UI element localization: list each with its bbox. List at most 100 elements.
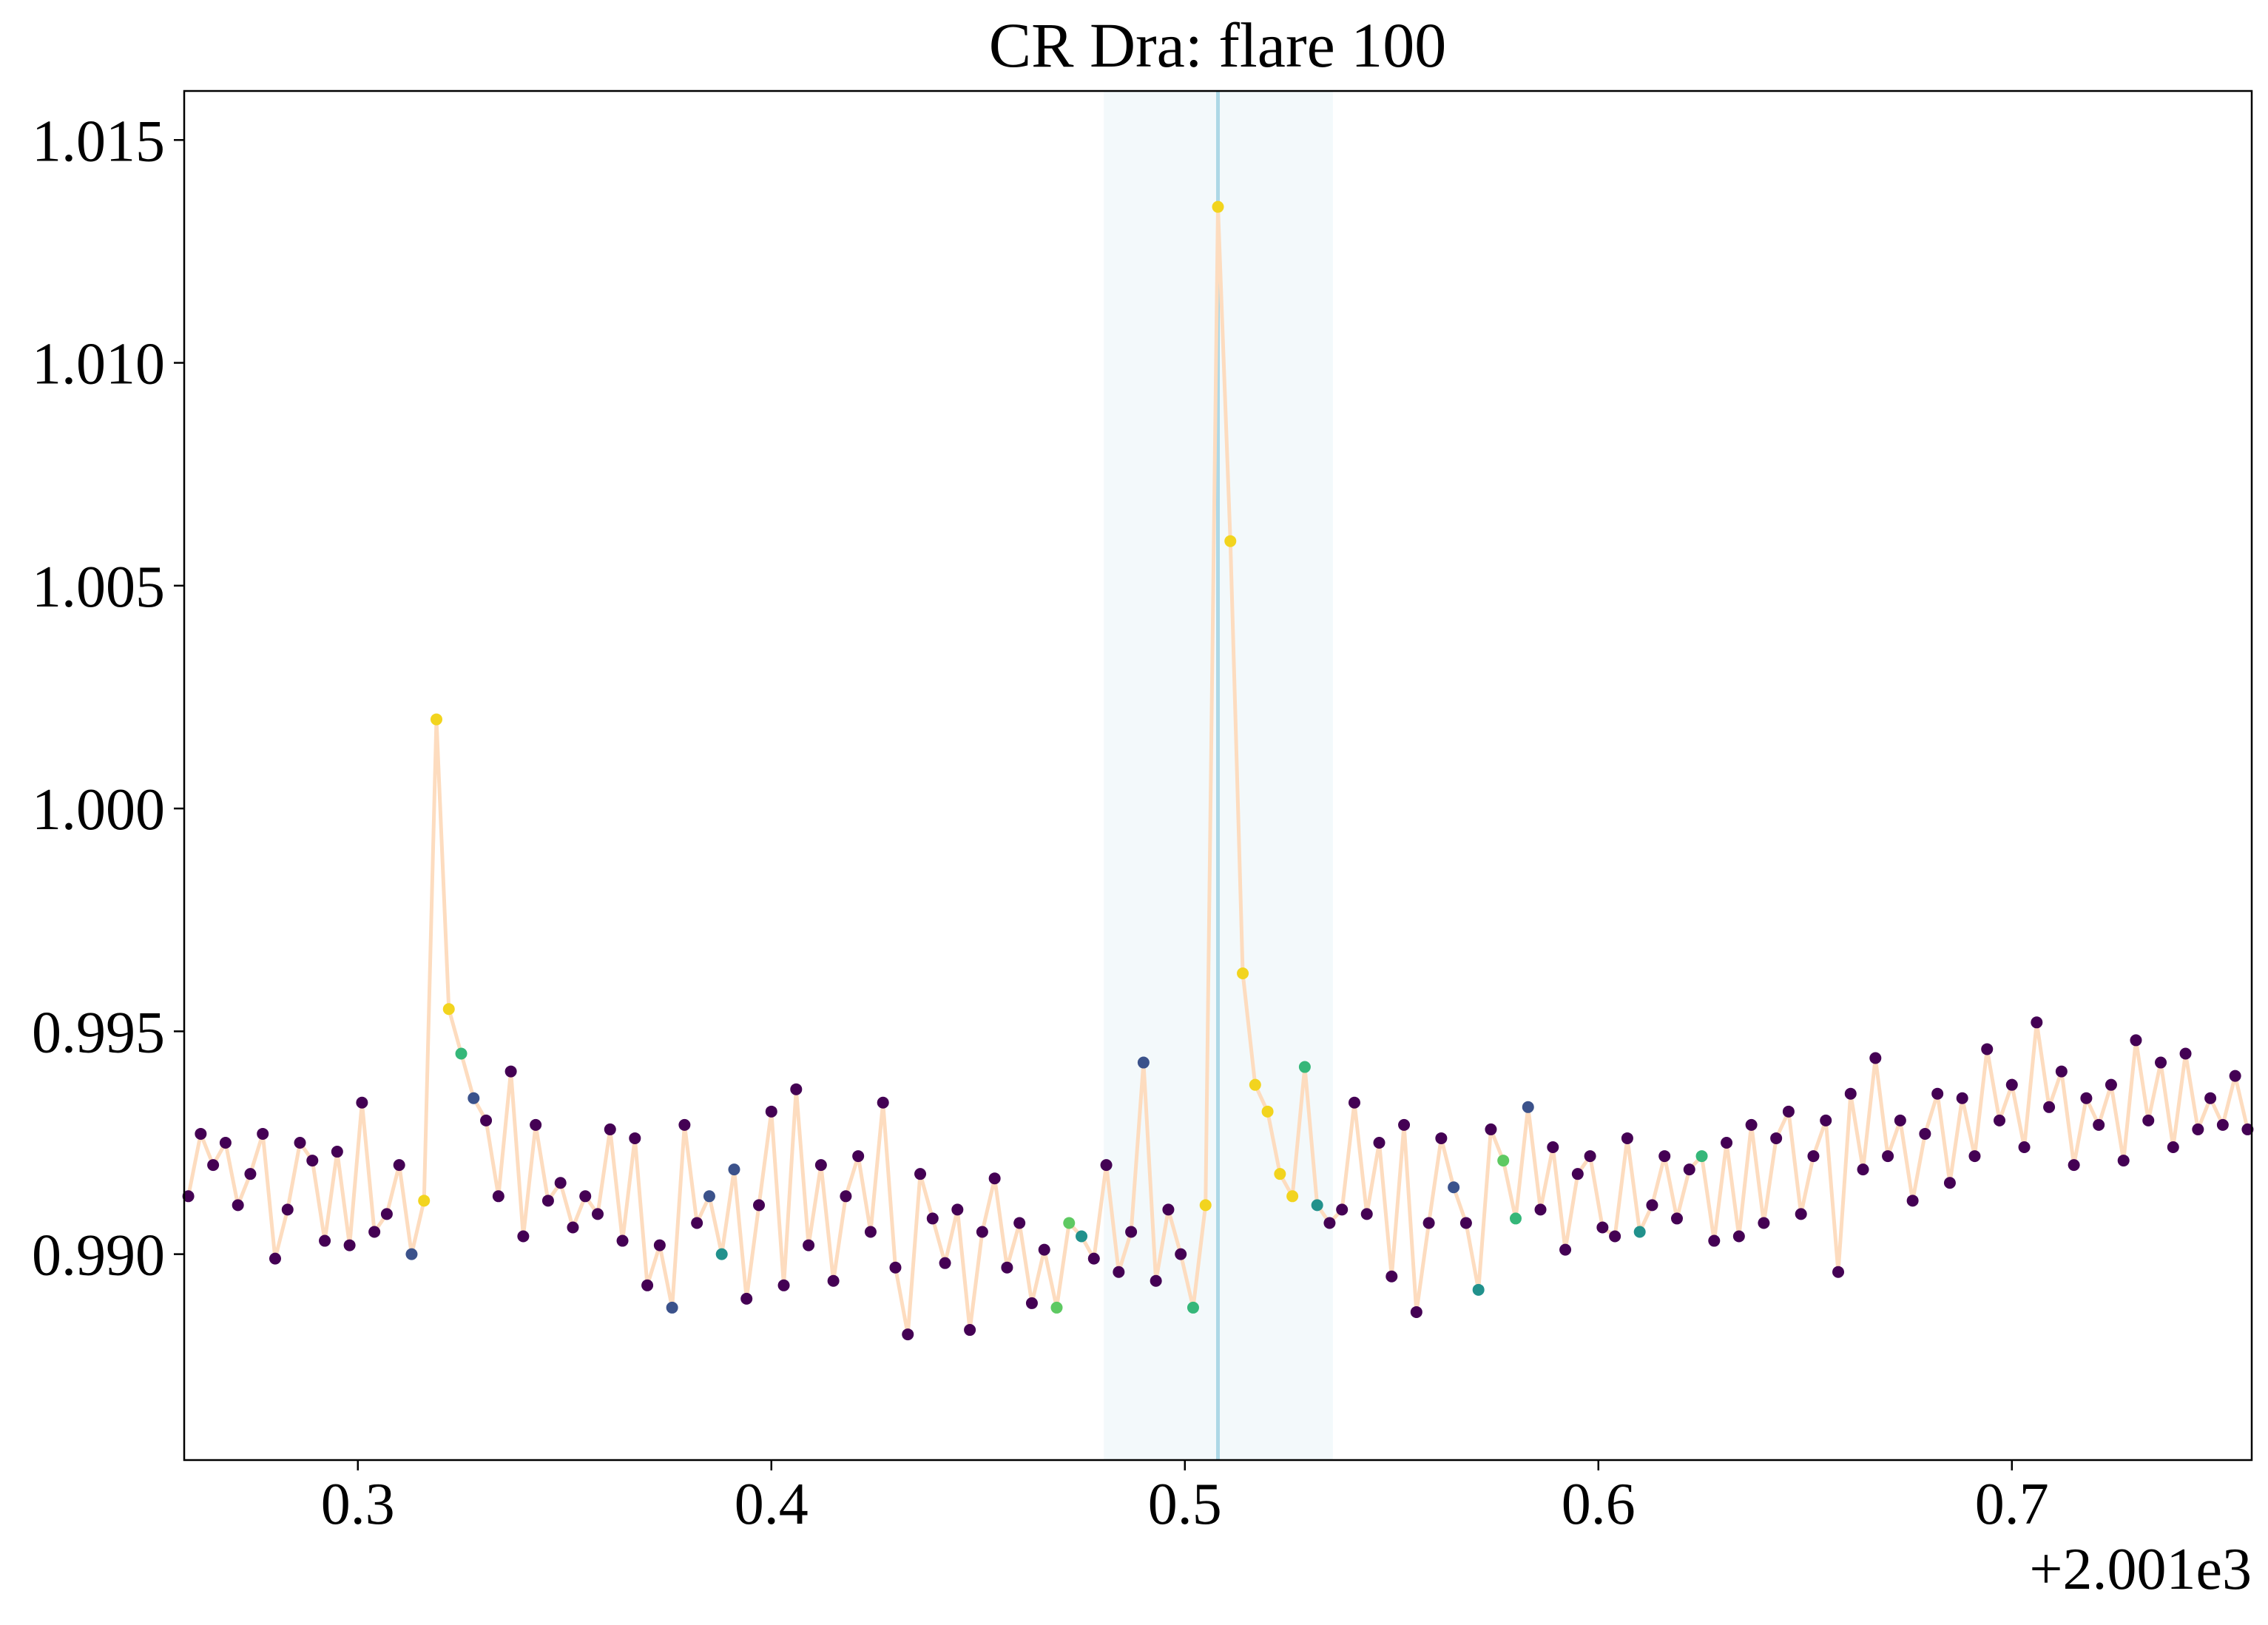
data-point xyxy=(2105,1078,2117,1091)
data-point xyxy=(2068,1159,2080,1172)
data-point xyxy=(1770,1132,1783,1144)
data-point xyxy=(790,1083,803,1095)
data-point xyxy=(1485,1123,1497,1135)
data-point xyxy=(2216,1118,2229,1131)
data-point xyxy=(182,1190,195,1203)
data-point xyxy=(1795,1208,1807,1220)
data-point xyxy=(1708,1234,1721,1247)
data-point xyxy=(1931,1087,1944,1100)
data-point xyxy=(914,1168,927,1180)
data-point xyxy=(244,1168,257,1180)
data-point xyxy=(678,1118,691,1131)
data-point xyxy=(567,1221,579,1234)
data-point xyxy=(864,1226,877,1238)
data-point xyxy=(2080,1092,2093,1104)
data-point xyxy=(728,1163,740,1176)
data-point xyxy=(1596,1221,1609,1234)
data-point xyxy=(257,1127,269,1140)
data-point xyxy=(616,1234,629,1247)
x-offset-label: +2.001e3 xyxy=(2029,1537,2252,1602)
data-point xyxy=(852,1150,865,1163)
data-point xyxy=(418,1195,431,1207)
data-point xyxy=(2155,1056,2167,1069)
data-point xyxy=(1348,1096,1360,1109)
data-point xyxy=(405,1248,418,1260)
data-point xyxy=(1274,1168,1286,1180)
data-point xyxy=(691,1217,703,1229)
data-point xyxy=(1336,1203,1349,1216)
x-tick-label: 0.6 xyxy=(1562,1472,1636,1537)
y-tick-label: 1.010 xyxy=(32,332,165,397)
data-point xyxy=(592,1208,604,1220)
y-tick-label: 0.990 xyxy=(32,1223,165,1288)
data-point xyxy=(765,1105,777,1118)
data-point xyxy=(1807,1150,1820,1163)
data-point xyxy=(1360,1208,1373,1220)
data-point xyxy=(1956,1092,1968,1104)
data-point xyxy=(1448,1181,1460,1194)
data-point xyxy=(641,1279,654,1291)
data-point xyxy=(1323,1217,1336,1229)
data-point xyxy=(195,1127,207,1140)
plot-frame xyxy=(183,89,2253,1462)
data-point xyxy=(2179,1047,2192,1060)
data-point xyxy=(1459,1217,1472,1229)
data-point xyxy=(629,1132,641,1144)
data-point xyxy=(1175,1248,1187,1260)
data-point xyxy=(2192,1123,2204,1135)
data-point xyxy=(517,1230,530,1243)
data-point xyxy=(1286,1190,1299,1203)
y-tick-label: 1.015 xyxy=(32,109,165,174)
data-point xyxy=(803,1239,815,1251)
data-point xyxy=(368,1226,381,1238)
data-point xyxy=(1497,1155,1510,1167)
data-point xyxy=(1721,1136,1733,1149)
data-point xyxy=(1187,1301,1199,1314)
data-point xyxy=(343,1239,356,1251)
data-point xyxy=(1683,1163,1695,1176)
data-point xyxy=(1559,1243,1572,1256)
data-point xyxy=(1919,1127,1931,1140)
data-point xyxy=(1212,200,1224,213)
data-point xyxy=(281,1203,294,1216)
data-point xyxy=(1472,1283,1485,1296)
data-point xyxy=(306,1155,319,1167)
data-point xyxy=(1100,1159,1113,1172)
data-point xyxy=(1994,1114,2006,1126)
data-point xyxy=(1695,1150,1708,1163)
data-point xyxy=(1261,1105,1274,1118)
data-point xyxy=(2204,1092,2217,1104)
y-tick-label: 0.995 xyxy=(32,1000,165,1065)
data-point xyxy=(1857,1163,1869,1176)
chart-title: CR Dra: flare 100 xyxy=(989,10,1447,81)
data-point xyxy=(1869,1052,1882,1064)
data-point xyxy=(2055,1065,2068,1078)
data-point xyxy=(951,1203,964,1216)
data-point xyxy=(2093,1118,2105,1131)
data-point xyxy=(2130,1034,2142,1047)
data-point xyxy=(1087,1252,1100,1265)
data-point xyxy=(964,1324,976,1337)
data-point xyxy=(2043,1101,2056,1113)
data-point xyxy=(1298,1061,1311,1073)
data-point xyxy=(430,713,442,726)
data-point xyxy=(2229,1070,2241,1082)
data-point xyxy=(1249,1078,1261,1091)
data-point xyxy=(504,1065,517,1078)
data-point xyxy=(1025,1297,1038,1309)
data-point xyxy=(1609,1230,1621,1243)
data-point xyxy=(492,1190,504,1203)
data-point xyxy=(703,1190,715,1203)
data-point xyxy=(1410,1305,1422,1318)
data-point xyxy=(1398,1118,1411,1131)
data-point xyxy=(2167,1141,2179,1154)
data-point xyxy=(331,1146,343,1158)
data-point xyxy=(653,1239,666,1251)
data-point xyxy=(1646,1199,1658,1212)
data-point xyxy=(1758,1217,1770,1229)
data-point xyxy=(1150,1274,1162,1287)
data-point xyxy=(393,1159,405,1172)
data-point xyxy=(1943,1177,1956,1189)
data-point xyxy=(1621,1132,1633,1144)
data-point xyxy=(1670,1212,1683,1225)
